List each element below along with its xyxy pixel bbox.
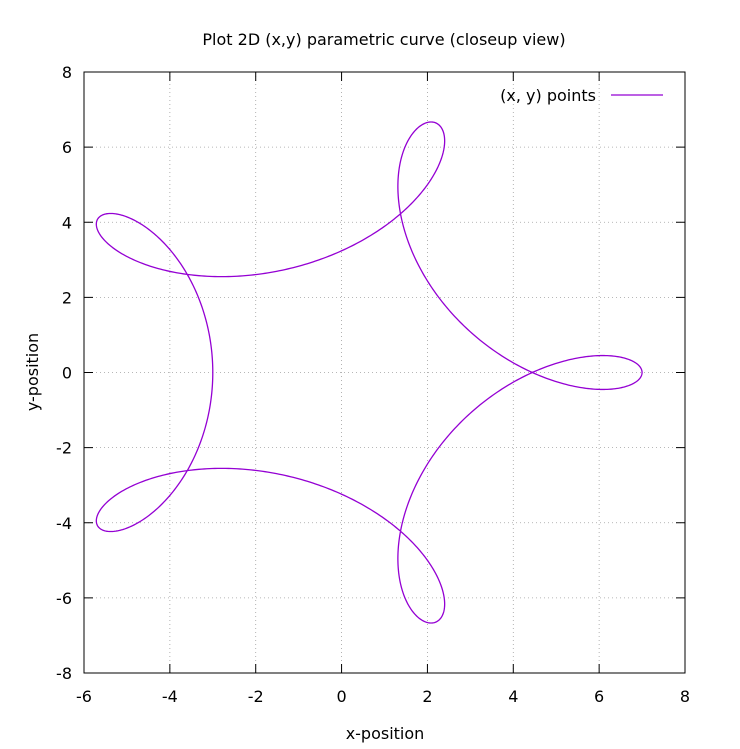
y-tick-label: -4 <box>56 514 72 533</box>
x-tick-label: 6 <box>594 687 604 706</box>
legend-label: (x, y) points <box>500 86 596 105</box>
y-tick-label: -8 <box>56 664 72 683</box>
y-tick-label: 6 <box>62 138 72 157</box>
x-tick-label: 0 <box>336 687 346 706</box>
y-tick-label: 8 <box>62 63 72 82</box>
y-tick-label: 4 <box>62 213 72 232</box>
y-axis-label: y-position <box>23 333 42 411</box>
x-tick-label: 8 <box>680 687 690 706</box>
y-tick-labels: -8 -6 -4 -2 0 2 4 6 8 <box>56 63 72 683</box>
x-tick-labels: -6 -4 -2 0 2 4 6 8 <box>76 687 690 706</box>
legend: (x, y) points <box>500 86 663 105</box>
x-tick-label: -6 <box>76 687 92 706</box>
grid-lines <box>84 72 685 673</box>
y-tick-label: 2 <box>62 288 72 307</box>
series-line-xy-points <box>95 121 643 624</box>
x-tick-label: 2 <box>422 687 432 706</box>
y-tick-label: -6 <box>56 589 72 608</box>
x-tick-label: -2 <box>248 687 264 706</box>
y-tick-label: 0 <box>62 364 72 383</box>
chart-title: Plot 2D (x,y) parametric curve (closeup … <box>202 30 565 49</box>
y-tick-label: -2 <box>56 439 72 458</box>
axis-ticks <box>83 71 686 674</box>
x-tick-label: -4 <box>162 687 178 706</box>
x-axis-label: x-position <box>346 724 425 743</box>
x-tick-label: 4 <box>508 687 518 706</box>
